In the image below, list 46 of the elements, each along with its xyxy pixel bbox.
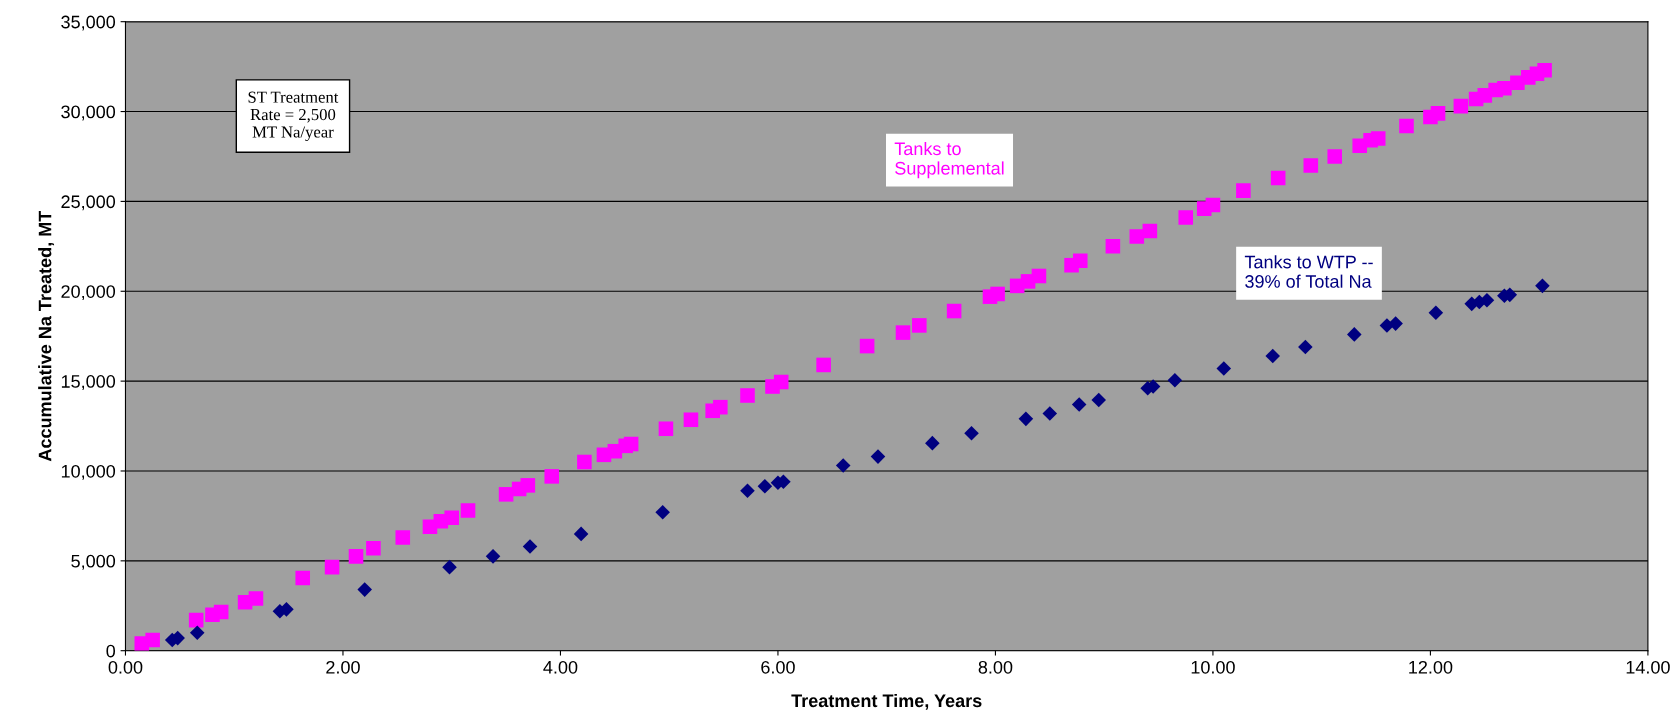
point (1042, 406, 1058, 421)
y-axis-title: Accumulative Na Treated, MT (38, 210, 55, 462)
point (442, 559, 457, 575)
point (1091, 392, 1107, 408)
y-tick-label: 15,000 (61, 375, 116, 390)
point (655, 505, 670, 520)
x-tick-label: 14.00 (1626, 660, 1670, 674)
point (870, 449, 886, 464)
point (485, 549, 501, 564)
x-tick-label: 10.00 (1191, 660, 1235, 674)
point (357, 582, 372, 597)
point (1428, 305, 1444, 321)
y-tick-label: 0 (106, 644, 116, 658)
y-tick-label: 30,000 (61, 105, 116, 121)
y-tick-label: 20,000 (61, 285, 116, 301)
y-tick-label: 5,000 (71, 554, 116, 570)
x-tick-label: 12.00 (1409, 660, 1453, 674)
x-tick-label: 8.00 (978, 660, 1013, 674)
series-label: Tanks to WTP -- 39% of Total Na (1244, 255, 1373, 288)
x-tick-label: 4.00 (543, 660, 578, 674)
text: Tanks to Supplemental (894, 141, 1004, 179)
point (964, 425, 979, 441)
x-tick-label: 6.00 (761, 660, 795, 674)
annotation: ST Treatment Rate = 2,500 MT Na/year (248, 91, 339, 142)
point (740, 483, 755, 499)
y-tick-label: 25,000 (61, 195, 116, 211)
point (522, 539, 538, 554)
y-tick-label: 35,000 (61, 15, 116, 31)
x-tick-label: 0.00 (108, 660, 143, 674)
point (835, 458, 851, 473)
point (1265, 348, 1281, 364)
point (189, 625, 205, 641)
point (757, 478, 773, 494)
point (1298, 339, 1313, 355)
point (1388, 316, 1403, 331)
point (1018, 411, 1034, 427)
point (1216, 361, 1232, 376)
point (1071, 397, 1087, 412)
point (573, 526, 589, 542)
y-tick-label: 10,000 (61, 464, 116, 480)
x-tick-label: 2.00 (326, 660, 360, 674)
point (925, 435, 940, 451)
point (1167, 372, 1183, 388)
x-axis-title: Treatment Time, Years (791, 693, 982, 710)
point (1347, 327, 1362, 342)
point (1535, 278, 1550, 294)
